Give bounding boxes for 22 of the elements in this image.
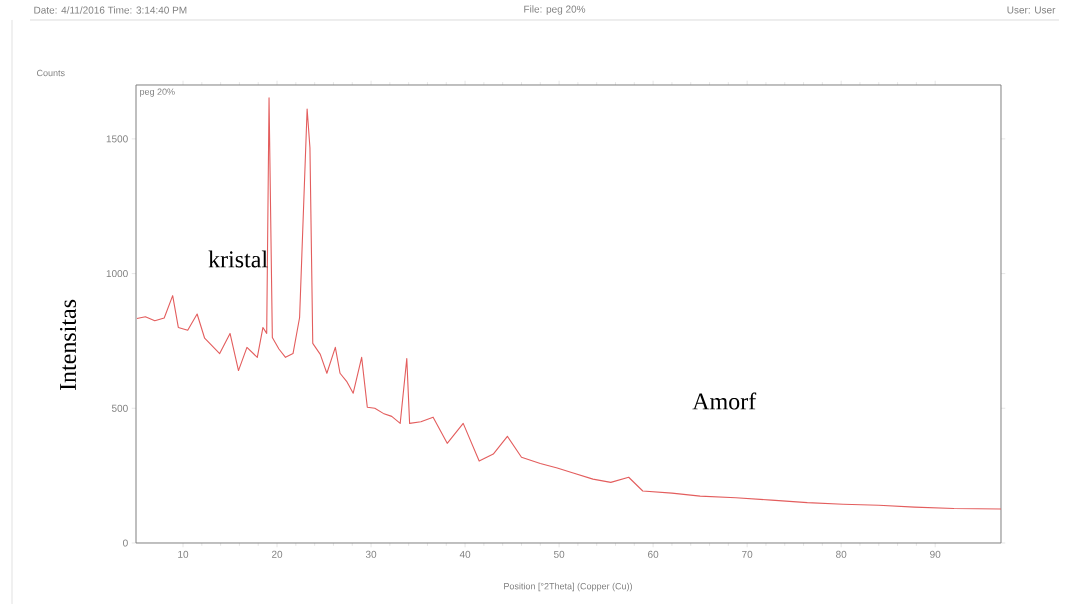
text: Counts (36, 69, 65, 77)
x-tick-label: 60 (648, 550, 659, 558)
y-tick-label: 1000 (106, 269, 128, 278)
text: Date: 4/11/2016 Time: 3:14:40 PM (34, 6, 187, 14)
annotation: peg 20% (140, 88, 175, 97)
x-tick-label: 20 (271, 550, 283, 558)
x-axis-title: Position [°2Theta] (Copper (Cu)) (504, 582, 632, 592)
chart-title: File: peg 20% (524, 5, 586, 15)
y-tick-label: 1500 (106, 135, 128, 143)
y-tick-label: 0 (123, 539, 128, 547)
x-tick-label: 30 (365, 550, 377, 558)
annotation: Amorf (692, 392, 757, 410)
text: User: User (1007, 6, 1056, 14)
y-axis-title: Intensitas (59, 299, 77, 391)
x-tick-label: 90 (930, 550, 941, 558)
line-series (136, 97, 1002, 510)
x-tick-label: 70 (742, 550, 753, 558)
x-tick-label: 40 (459, 550, 471, 558)
x-tick-label: 10 (178, 550, 189, 558)
x-tick-label: 80 (836, 550, 847, 558)
y-tick-label: 500 (111, 404, 128, 412)
x-tick-label: 50 (553, 550, 565, 558)
